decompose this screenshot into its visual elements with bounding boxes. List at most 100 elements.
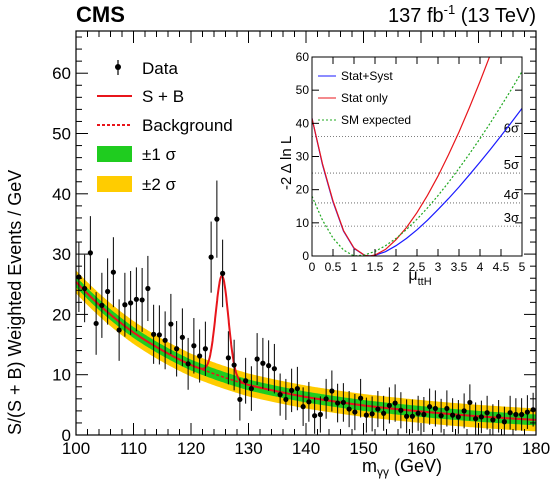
data-marker bbox=[110, 269, 116, 275]
inset-x-axis-title-sub: ttH bbox=[418, 276, 432, 288]
x-tick-label: 150 bbox=[349, 439, 377, 458]
sigma-label: 4σ bbox=[504, 187, 519, 202]
data-point bbox=[409, 399, 415, 434]
inset-x-tick-label: 3.5 bbox=[451, 260, 468, 274]
data-point bbox=[427, 388, 433, 425]
inset-series-curve bbox=[312, 71, 522, 256]
data-marker bbox=[490, 417, 496, 423]
data-point bbox=[179, 308, 185, 367]
data-marker bbox=[306, 399, 312, 405]
data-marker bbox=[432, 405, 438, 412]
data-marker bbox=[358, 395, 364, 401]
data-marker bbox=[369, 411, 375, 417]
data-marker bbox=[415, 410, 421, 416]
data-point bbox=[260, 337, 266, 389]
luminosity-value: 137 fb bbox=[388, 5, 444, 27]
data-point bbox=[87, 216, 93, 290]
data-point bbox=[294, 366, 300, 411]
data-point bbox=[283, 378, 289, 420]
data-point bbox=[93, 292, 99, 355]
data-point bbox=[277, 373, 283, 416]
inset-x-tick-label: 5 bbox=[519, 260, 526, 274]
data-marker bbox=[122, 302, 128, 308]
x-tick-label: 120 bbox=[177, 439, 205, 458]
data-marker bbox=[392, 400, 398, 406]
inset-legend-stat-only-label: Stat only bbox=[341, 91, 388, 105]
data-marker bbox=[323, 396, 329, 402]
y-tick-label: 40 bbox=[52, 185, 71, 204]
data-point bbox=[145, 255, 151, 322]
inset-y-tick-label: 50 bbox=[296, 83, 310, 97]
y-tick-label: 50 bbox=[52, 125, 71, 144]
main-x-axis-title-sub: γγ bbox=[377, 465, 389, 479]
data-point bbox=[139, 267, 145, 332]
data-point bbox=[243, 357, 249, 404]
data-marker bbox=[179, 334, 185, 340]
main-legend: Data S + B Background ±1 σ ±2 σ bbox=[97, 59, 233, 194]
data-point bbox=[237, 378, 243, 421]
data-marker bbox=[243, 378, 249, 384]
data-marker bbox=[105, 288, 111, 295]
data-point bbox=[490, 404, 496, 435]
data-point bbox=[162, 311, 168, 370]
inset-x-tick-label: 1.5 bbox=[367, 260, 384, 274]
legend-data-marker bbox=[115, 60, 121, 75]
inset-x-tick-label: 2 bbox=[393, 260, 400, 274]
data-point bbox=[329, 370, 335, 412]
data-marker bbox=[530, 407, 536, 413]
data-point bbox=[392, 384, 398, 422]
data-marker bbox=[519, 411, 525, 418]
data-marker bbox=[294, 385, 300, 392]
y-tick-label: 60 bbox=[52, 64, 71, 83]
inset-legend: Stat+Syst Stat only SM expected bbox=[318, 69, 411, 127]
data-point bbox=[386, 387, 392, 424]
band-2sigma bbox=[76, 270, 536, 432]
data-point bbox=[248, 366, 254, 411]
sigma-label: 6σ bbox=[504, 121, 519, 136]
inset-y-tick-label: 40 bbox=[296, 116, 310, 130]
data-marker bbox=[496, 413, 502, 419]
data-point bbox=[110, 237, 116, 308]
data-point bbox=[312, 397, 318, 434]
data-point bbox=[501, 406, 507, 435]
data-point bbox=[507, 395, 513, 430]
main-x-axis-title: mγγ (GeV) bbox=[362, 456, 442, 479]
inset-x-axis-title: μttH bbox=[408, 267, 431, 288]
data-marker bbox=[507, 410, 513, 416]
data-marker bbox=[346, 406, 352, 412]
data-point bbox=[478, 400, 484, 434]
data-point bbox=[467, 384, 473, 421]
data-marker bbox=[231, 362, 237, 368]
data-marker bbox=[467, 399, 473, 406]
data-point bbox=[444, 390, 450, 427]
inset-x-tick-label: 1 bbox=[351, 260, 358, 274]
inset-y-tick-label: 10 bbox=[296, 216, 310, 230]
data-marker bbox=[375, 406, 381, 412]
data-point bbox=[432, 390, 438, 427]
data-point bbox=[266, 340, 272, 391]
inset-y-tick-label: 30 bbox=[296, 150, 310, 164]
data-point bbox=[381, 395, 387, 431]
data-point bbox=[455, 400, 461, 434]
data-marker bbox=[191, 343, 197, 349]
inset-sigma-lines: 3σ 4σ 5σ 6σ bbox=[312, 121, 522, 227]
data-point bbox=[415, 395, 421, 431]
legend-data-label: Data bbox=[142, 59, 178, 78]
data-point bbox=[363, 397, 369, 433]
data-marker bbox=[444, 405, 450, 412]
data-marker bbox=[438, 413, 444, 419]
data-marker bbox=[202, 346, 208, 352]
data-marker bbox=[283, 396, 289, 403]
data-marker bbox=[220, 270, 226, 276]
data-points bbox=[76, 180, 536, 435]
data-marker bbox=[484, 410, 490, 416]
data-point bbox=[421, 397, 427, 432]
data-point bbox=[185, 337, 191, 390]
legend-band2-label: ±2 σ bbox=[142, 175, 177, 194]
legend-sb-label: S + B bbox=[142, 87, 184, 106]
inset-x-tick-label: 3 bbox=[435, 260, 442, 274]
data-point bbox=[225, 331, 231, 385]
inset-legend-stat-syst-label: Stat+Syst bbox=[341, 69, 393, 83]
